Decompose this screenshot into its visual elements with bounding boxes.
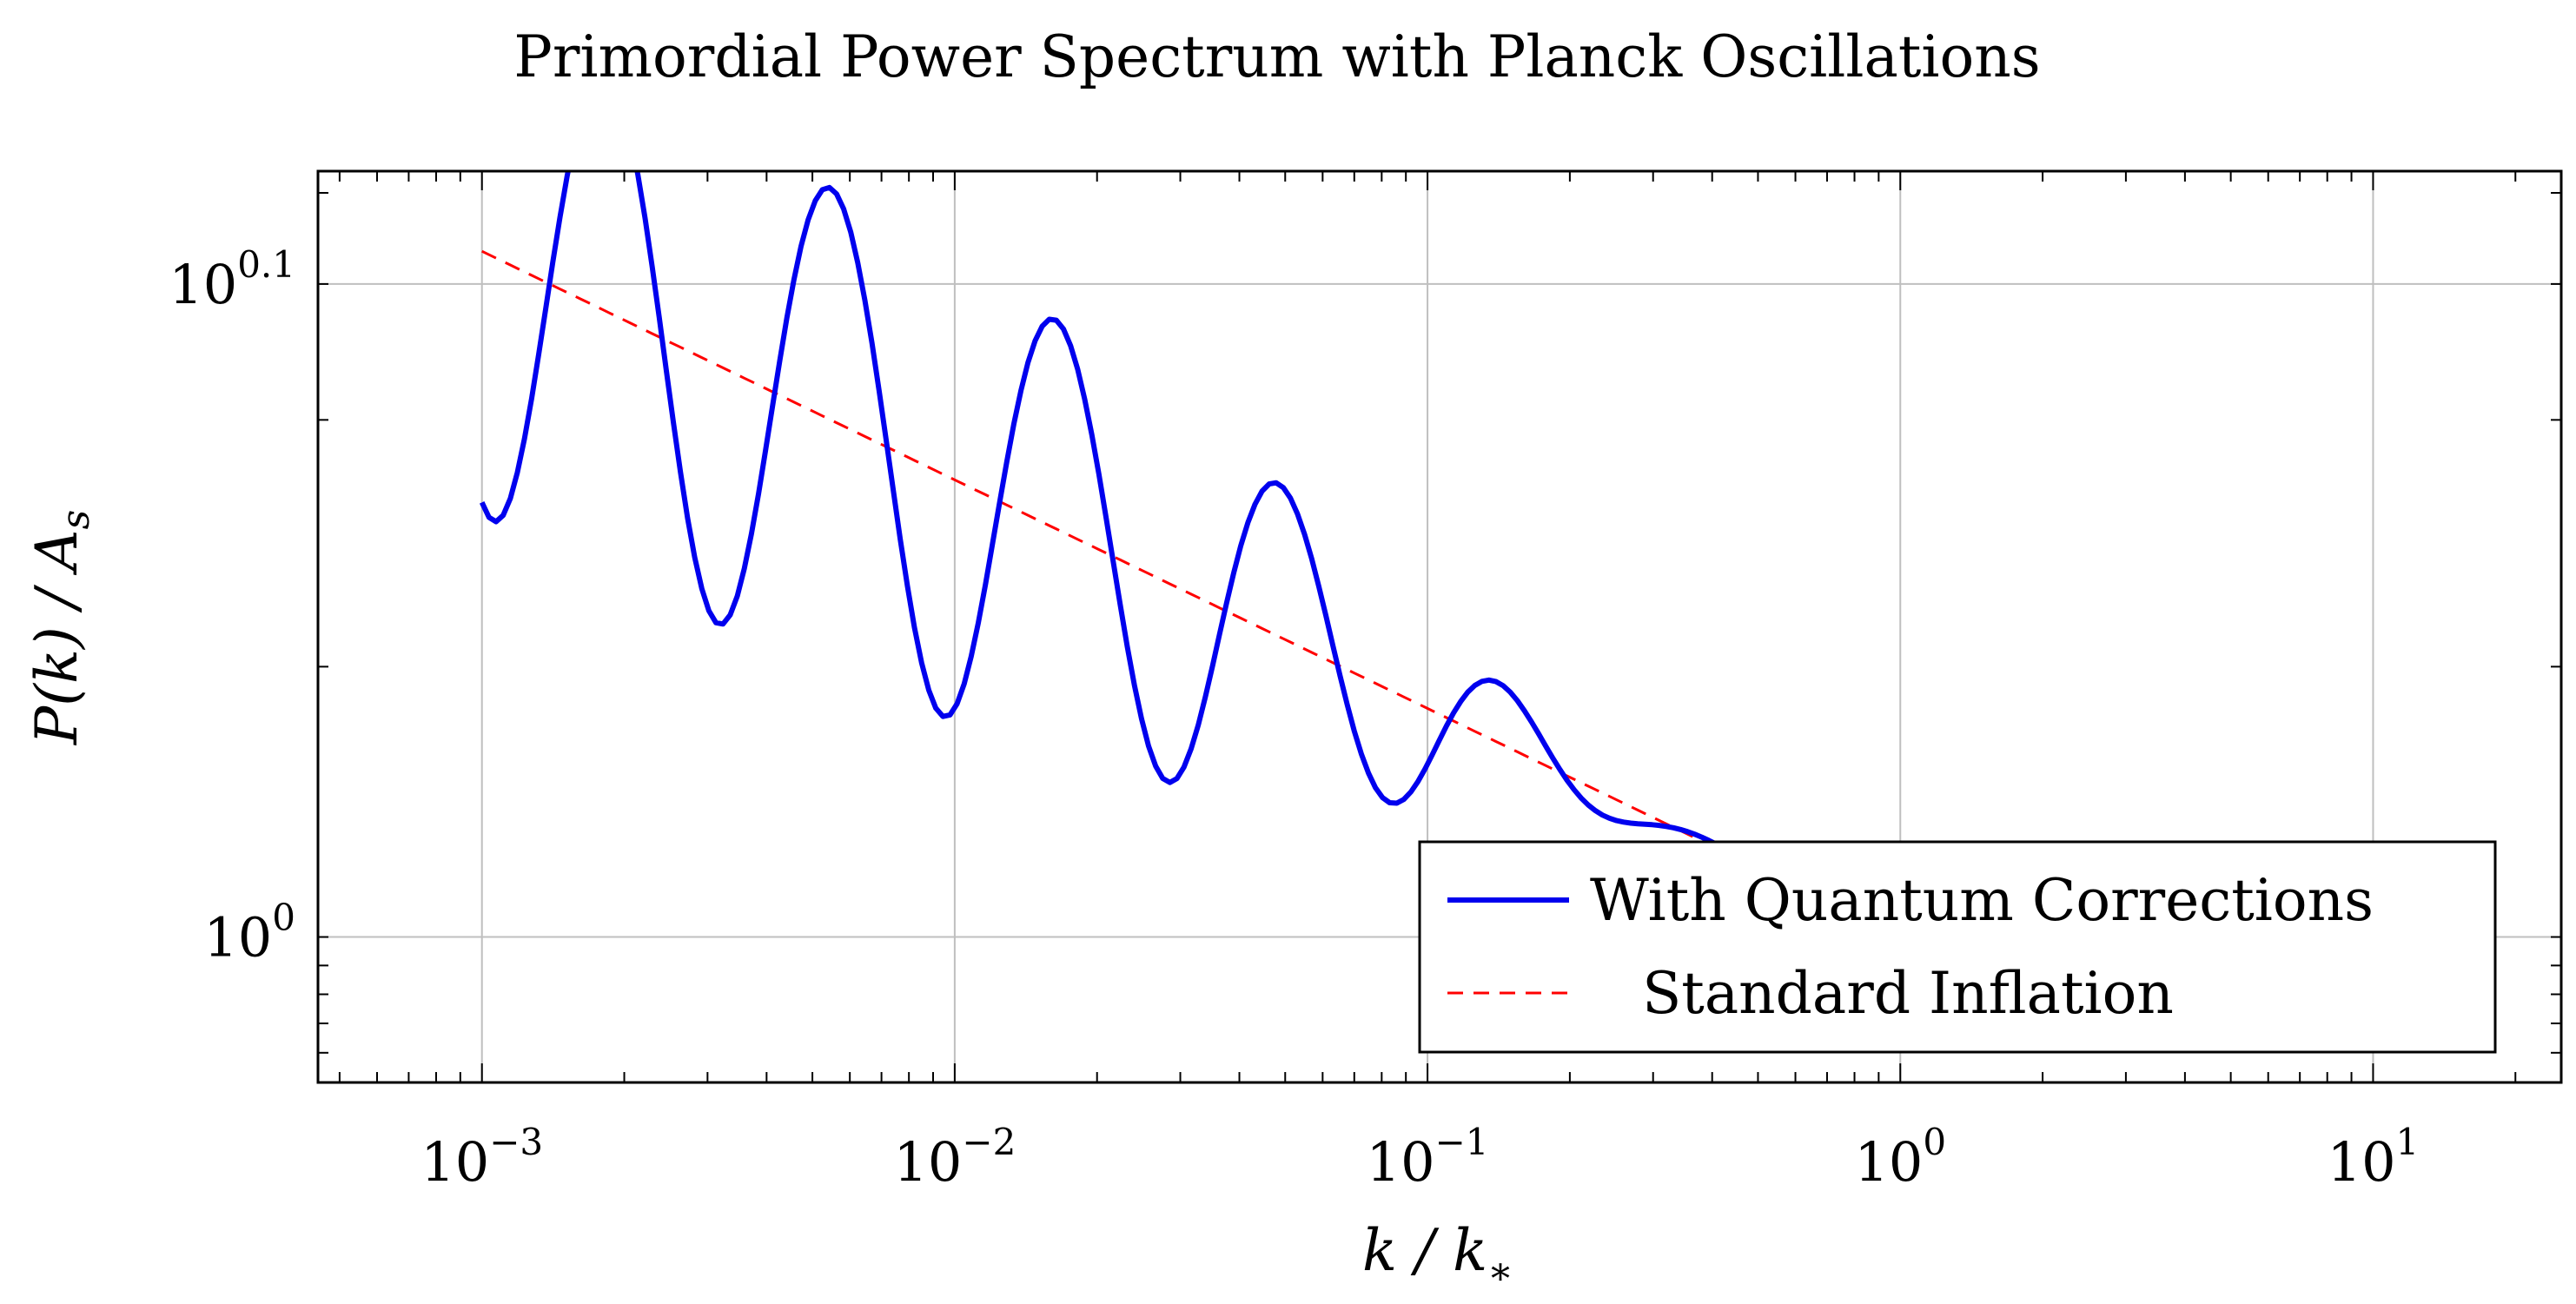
- y-tick-labels: 100 100.1: [169, 243, 295, 970]
- y-tick-label-0: 100: [203, 897, 295, 970]
- chart-title: Primordial Power Spectrum with Planck Os…: [513, 23, 2040, 90]
- legend: With Quantum Corrections Standard Inflat…: [1418, 840, 2497, 1054]
- y-tick-label-1: 100.1: [169, 243, 295, 316]
- x-tick-label-2: 10−1: [1367, 1121, 1489, 1194]
- legend-box: [1418, 840, 2497, 1054]
- y-axis-label: P(k) / As: [23, 510, 98, 745]
- series-with-quantum-corrections: [479, 171, 1902, 940]
- x-axis-label: k / k∗: [1362, 1217, 1513, 1294]
- plot-clip-group: [479, 171, 1902, 940]
- x-tick-label-4: 101: [2328, 1121, 2420, 1194]
- plot-frame: [316, 169, 2563, 1084]
- x-tick-label-1: 10−2: [893, 1121, 1016, 1194]
- legend-label-standard: Standard Inflation: [1642, 960, 2174, 1027]
- series-standard-inflation: [481, 249, 1901, 938]
- legend-label-quantum: With Quantum Corrections: [1590, 867, 2374, 934]
- minor-ticks: [318, 171, 2561, 1082]
- x-tick-label-0: 10−3: [421, 1121, 543, 1194]
- x-tick-labels: 10−3 10−2 10−1 100 101: [421, 1121, 2419, 1194]
- x-tick-label-3: 100: [1854, 1121, 1946, 1194]
